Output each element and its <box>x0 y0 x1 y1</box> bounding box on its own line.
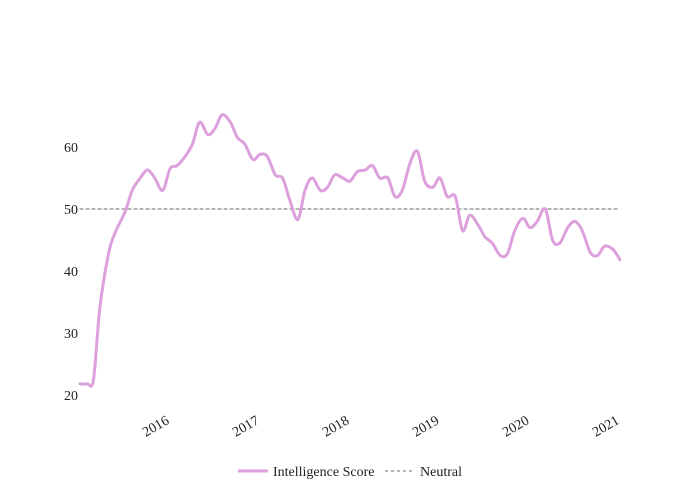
intelligence-score-line <box>78 113 622 388</box>
y-tick-label: 40 <box>64 265 78 280</box>
y-tick-label: 50 <box>64 203 78 218</box>
x-tick-label: 2020 <box>500 413 532 440</box>
x-axis-ticks: 2016 2017 2018 2019 2020 2021 <box>140 413 622 440</box>
x-tick-label: 2021 <box>590 413 622 440</box>
legend-neutral-label: Neutral <box>420 465 462 480</box>
legend: Intelligence Score Neutral <box>238 465 462 480</box>
x-tick-label: 2018 <box>320 413 352 440</box>
plot-area <box>78 113 622 388</box>
x-tick-label: 2019 <box>410 413 442 440</box>
y-axis-ticks: 20 30 40 50 60 <box>64 141 78 404</box>
y-tick-label: 30 <box>64 327 78 342</box>
y-tick-label: 20 <box>64 389 78 404</box>
legend-score-label: Intelligence Score <box>273 465 374 480</box>
x-tick-label: 2016 <box>140 413 172 440</box>
y-tick-label: 60 <box>64 141 78 156</box>
x-tick-label: 2017 <box>230 413 262 440</box>
